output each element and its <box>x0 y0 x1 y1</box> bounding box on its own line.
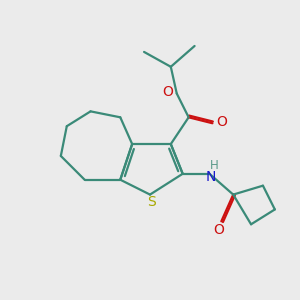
Text: O: O <box>217 115 227 129</box>
Text: O: O <box>162 85 173 99</box>
Text: H: H <box>209 159 218 172</box>
Text: S: S <box>147 195 156 209</box>
Text: O: O <box>213 223 224 237</box>
Text: N: N <box>206 170 216 184</box>
